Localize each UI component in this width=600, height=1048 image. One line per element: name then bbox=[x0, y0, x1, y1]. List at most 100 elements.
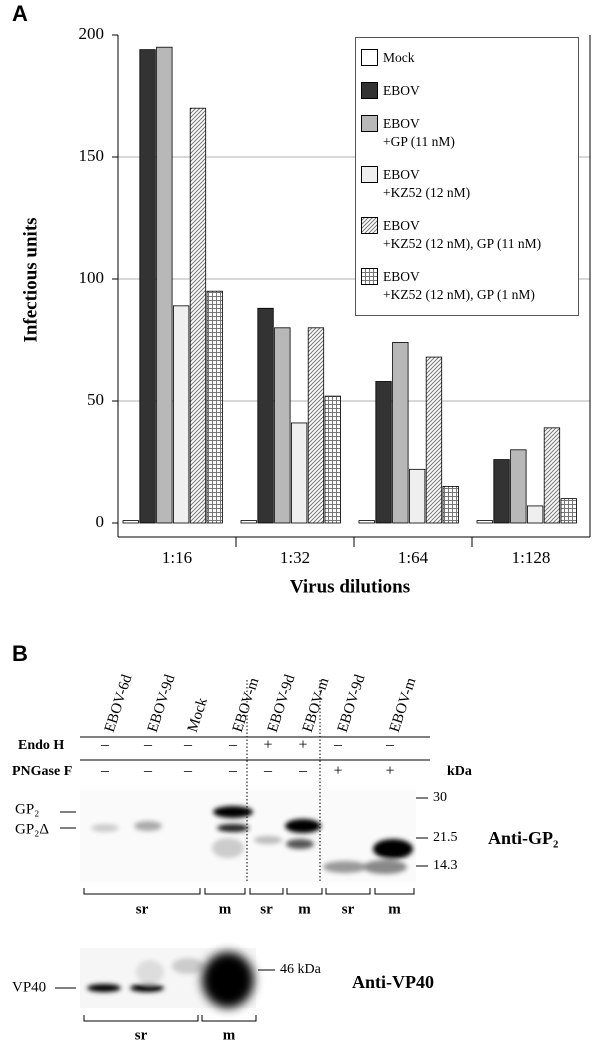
legend-entry: EBOV +GP (11 nM) bbox=[356, 115, 578, 151]
lane-label: EBOV-6d bbox=[102, 672, 136, 734]
legend-swatch-fill bbox=[361, 49, 378, 67]
bar bbox=[189, 107, 207, 524]
bar bbox=[358, 520, 375, 524]
treatment-sign: – bbox=[143, 763, 153, 780]
group-bracket bbox=[325, 888, 371, 895]
legend-swatch-fill bbox=[361, 82, 378, 100]
bar bbox=[560, 498, 577, 524]
bar bbox=[425, 356, 443, 524]
marker-label: 46 kDa bbox=[280, 962, 322, 977]
treatment-sign: – bbox=[385, 737, 395, 754]
bar bbox=[139, 49, 156, 524]
x-axis-label: Virus dilutions bbox=[290, 576, 410, 597]
legend-swatch bbox=[361, 49, 378, 67]
legend-label: EBOV +KZ52 (12 nM) bbox=[383, 166, 471, 200]
group-label: sr bbox=[135, 1027, 148, 1043]
marker-label: 21.5 bbox=[433, 830, 458, 845]
legend-entry: EBOV bbox=[356, 82, 578, 100]
legend-swatch bbox=[361, 115, 378, 133]
x-tick-label: 1:64 bbox=[398, 548, 429, 567]
treatment-sign: + bbox=[385, 763, 394, 780]
bar bbox=[274, 327, 291, 524]
bands bbox=[87, 958, 204, 992]
group-label: m bbox=[223, 1027, 236, 1043]
treatment-sign: – bbox=[143, 737, 153, 754]
group-bracket bbox=[249, 888, 284, 895]
treatment-sign: – bbox=[100, 737, 110, 754]
treatment-sign: – bbox=[228, 737, 238, 754]
legend-entry: EBOV +KZ52 (12 nM), GP (11 nM) bbox=[356, 216, 578, 253]
group-label: sr bbox=[136, 901, 149, 917]
y-tick-label: 50 bbox=[87, 390, 104, 409]
treatment-sign: – bbox=[228, 763, 238, 780]
lane-label: EBOV-9d bbox=[145, 672, 179, 734]
bar bbox=[527, 505, 544, 524]
group-bracket bbox=[204, 888, 246, 895]
bar bbox=[257, 307, 274, 524]
bar bbox=[307, 327, 325, 524]
band-label: VP40 bbox=[12, 979, 46, 995]
treatment-sign: – bbox=[263, 763, 273, 780]
group-bracket bbox=[286, 888, 323, 895]
legend-label: EBOV +KZ52 (12 nM), GP (11 nM) bbox=[383, 217, 542, 251]
bar bbox=[156, 46, 173, 524]
blot-label: Anti-GP₂ bbox=[488, 828, 558, 848]
y-axis-label: Infectious units bbox=[20, 217, 41, 342]
bar bbox=[172, 305, 190, 524]
kda-label: kDa bbox=[447, 764, 472, 779]
treatment-sign: – bbox=[183, 763, 193, 780]
x-tick-label: 1:32 bbox=[280, 548, 310, 567]
legend-entry: EBOV +KZ52 (12 nM) bbox=[356, 165, 578, 202]
lane-label: EBOV-9d bbox=[265, 672, 299, 734]
legend-label: EBOV +KZ52 (12 nM), GP (1 nM) bbox=[383, 268, 535, 302]
legend-swatch bbox=[361, 267, 378, 285]
panel-label: B bbox=[12, 641, 28, 666]
legend-swatch bbox=[361, 216, 378, 234]
group-label: m bbox=[388, 901, 401, 917]
marker-label: 30 bbox=[433, 790, 447, 805]
group-label: m bbox=[298, 901, 311, 917]
bar bbox=[392, 342, 409, 524]
panel-label: A bbox=[12, 1, 28, 26]
treatment-sign: – bbox=[298, 763, 308, 780]
bar bbox=[408, 468, 426, 524]
band bbox=[202, 952, 254, 1008]
legend-label: Mock bbox=[383, 50, 415, 66]
bar bbox=[290, 422, 308, 524]
y-tick-label: 150 bbox=[79, 146, 105, 165]
treatment-sign: – bbox=[183, 737, 193, 754]
band-label: GP₂ bbox=[15, 801, 39, 817]
lane-label: EBOV-m bbox=[300, 676, 333, 735]
legend-swatch-fill bbox=[361, 216, 378, 234]
y-tick-label: 200 bbox=[79, 24, 105, 43]
group-label: m bbox=[219, 901, 232, 917]
blots: GP₂ GP₂Δ kDa 30 21.5 14.3 Anti-GP₂ VP40 … bbox=[12, 680, 558, 1008]
treatment-sign: + bbox=[263, 737, 272, 754]
treatment-sign: – bbox=[333, 737, 343, 754]
legend-label: EBOV +GP (11 nM) bbox=[383, 116, 455, 150]
legend-swatch-fill bbox=[361, 165, 378, 183]
treatment-sign: + bbox=[298, 737, 307, 754]
group-label: sr bbox=[342, 901, 355, 917]
y-tick-label: 100 bbox=[79, 268, 105, 287]
legend-swatch bbox=[361, 165, 378, 183]
bar bbox=[493, 459, 510, 524]
legend-entry: EBOV +KZ52 (12 nM), GP (1 nM) bbox=[356, 267, 578, 304]
lane-label: EBOV-m bbox=[387, 676, 420, 735]
group-label: sr bbox=[260, 901, 273, 917]
lane-label: EBOV-9d bbox=[335, 672, 369, 734]
x-tick-label: 1:128 bbox=[512, 548, 551, 567]
legend-swatch-fill bbox=[361, 267, 378, 285]
legend-swatch-fill bbox=[361, 115, 378, 133]
legend-entry: Mock bbox=[356, 49, 578, 67]
treatment-label: Endo H bbox=[18, 738, 64, 753]
marker-label: 14.3 bbox=[433, 858, 458, 873]
bar bbox=[324, 395, 341, 524]
bar bbox=[122, 520, 139, 524]
legend-swatch bbox=[361, 82, 378, 100]
legend: Mock EBOV EBOV +GP (11 nM) EBOV +KZ52 (12 n… bbox=[355, 37, 579, 316]
group-bracket bbox=[83, 888, 201, 895]
treatment-sign: + bbox=[333, 763, 342, 780]
